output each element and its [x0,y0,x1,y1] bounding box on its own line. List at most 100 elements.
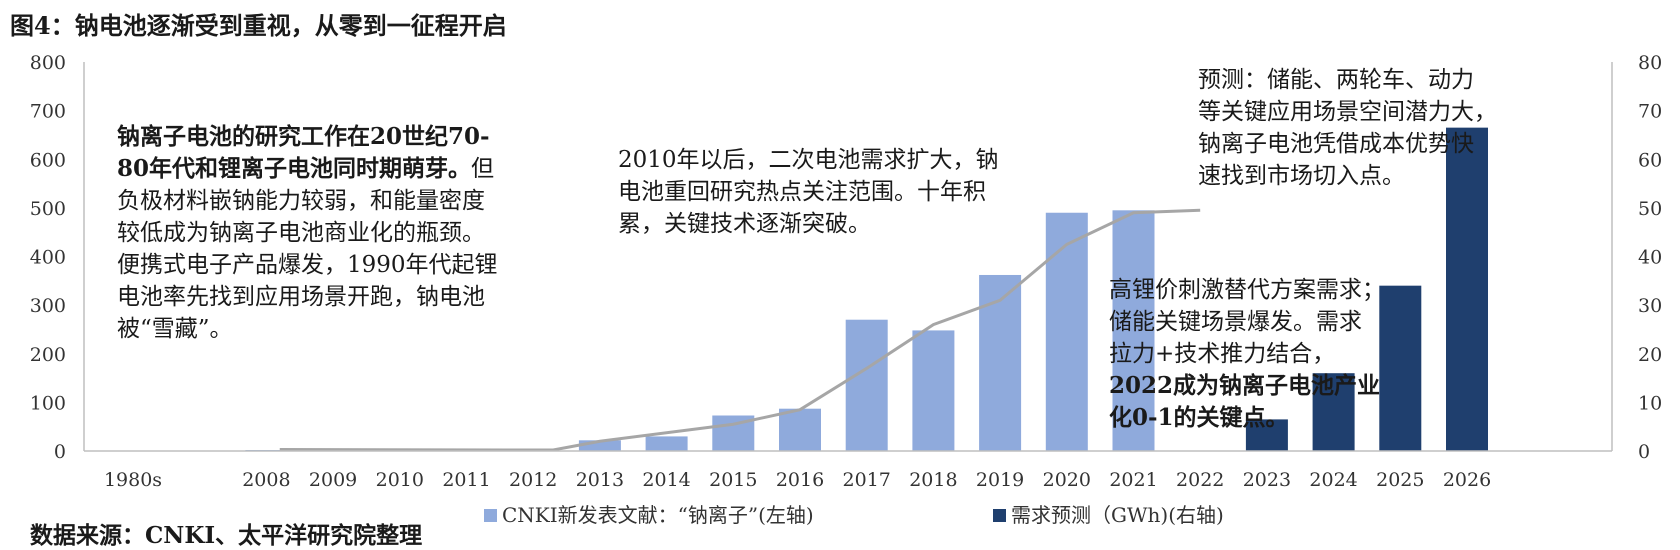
y-right-tick-label: 0 [1638,441,1650,463]
annotation-line: 等关键应用场景空间潜力大， [1198,96,1497,128]
annotation-text: 拉力+技术推力结合， [1109,341,1336,367]
bar-literature [845,319,888,451]
legend-swatch-forecast [993,509,1006,522]
annotation-text: 2022成为钠离子电池产业 [1109,372,1381,399]
x-tick-label: 2010 [376,469,424,491]
y-left-tick-label: 500 [30,198,66,220]
annotation-line: 2022成为钠离子电池产业 [1109,370,1385,402]
annotation-line: 高锂价刺激替代方案需求； [1109,274,1385,306]
x-tick-label: 2017 [843,469,891,491]
x-tick-label: 2020 [1043,469,1091,491]
x-tick-label: 2011 [442,469,490,491]
bar-literature [912,330,955,451]
y-right-tick-label: 30 [1638,295,1662,317]
annotation-line: 速找到市场切入点。 [1198,160,1497,192]
annotation-text: 钠离子电池凭借成本优势快 [1198,131,1474,157]
legend-label-literature: CNKI新发表文献：“钠离子”(左轴) [502,503,814,527]
annotation-line: 便携式电子产品爆发，1990年代起锂 [117,249,498,281]
x-tick-label: 2024 [1309,469,1357,491]
x-tick-label-highlight: 2022 [1176,469,1224,491]
bar-literature [1045,212,1088,451]
bar-literature [1112,210,1155,451]
trend-line [279,208,1201,452]
annotation-text: 速找到市场切入点。 [1198,163,1405,189]
annotation-line: 储能关键场景爆发。需求 [1109,306,1385,338]
literature-bars [245,210,1155,451]
x-tick-label: 2015 [709,469,757,491]
y-left-tick-label: 0 [54,441,66,463]
annotation-revival: 2010年以后，二次电池需求扩大，钠 电池重回研究热点关注范围。十年积 累，关键技术… [618,144,999,240]
annotation-line: 负极材料嵌钠能力较弱，和能量密度 [117,185,498,217]
bar-forecast [1446,127,1488,452]
annotation-line: 累，关键技术逐渐突破。 [618,208,999,240]
annotation-line: 电池率先找到应用场景开跑，钠电池 [117,281,498,313]
y-left-tick-label: 200 [30,344,66,366]
x-tick-label: 2014 [642,469,690,491]
annotation-line: 拉力+技术推力结合， [1109,338,1385,370]
bar-forecast [1245,419,1288,451]
y-right-tick-label: 10 [1638,392,1662,414]
y-left-ticks: 0 100 200 300 400 500 600 700 800 [30,52,66,463]
annotation-text: 2010年以后，二次电池需求扩大，钠 [618,147,999,173]
legend: CNKI新发表文献：“钠离子”(左轴) 需求预测（GWh)(右轴) [484,503,1224,527]
x-tick-label: 2008 [242,469,290,491]
annotation-text: 预测：储能、两轮车、动力 [1198,67,1474,93]
y-left-tick-label: 700 [30,101,66,123]
annotation-line: 化0-1的关键点。 [1109,402,1385,434]
x-tick-label: 2013 [576,469,624,491]
x-tick-label: 2009 [309,469,357,491]
x-tick-label: 2021 [1109,469,1157,491]
annotation-text: 负极材料嵌钠能力较弱，和能量密度 [117,188,485,214]
annotation-text: 高锂价刺激替代方案需求； [1109,277,1385,303]
annotation-text: 电池率先找到应用场景开跑，钠电池 [117,284,485,310]
y-left-tick-label: 800 [30,52,66,74]
x-tick-label: 2019 [976,469,1024,491]
y-right-tick-label: 60 [1638,149,1662,171]
page-title: 图4：钠电池逐渐受到重视，从零到一征程开启 [10,11,507,40]
x-tick-label: 2016 [776,469,824,491]
annotation-line: 钠离子电池的研究工作在20世纪70- [117,121,498,153]
annotation-text: 电池重回研究热点关注范围。十年积 [618,179,986,205]
annotation-line: 钠离子电池凭借成本优势快 [1198,128,1497,160]
y-left-tick-label: 400 [30,247,66,269]
y-left-tick-label: 600 [30,149,66,171]
y-left-tick-label: 100 [30,392,66,414]
annotation-line: 预测：储能、两轮车、动力 [1198,64,1497,96]
annotation-drivers: 高锂价刺激替代方案需求； 储能关键场景爆发。需求 拉力+技术推力结合， 2022成为钠… [1109,274,1385,434]
x-tick-label: 1980s [104,469,162,491]
annotation-line: 被“雪藏”。 [117,313,498,345]
forecast-bars [1245,127,1488,452]
x-tick-label: 2023 [1243,469,1291,491]
source-note: 数据来源：CNKI、太平洋研究院整理 [30,522,423,549]
x-tick-label: 2018 [909,469,957,491]
y-right-tick-label: 70 [1638,101,1662,123]
annotation-text: 但 [471,156,495,182]
annotation-forecast: 预测：储能、两轮车、动力等关键应用场景空间潜力大， 钠离子电池凭借成本优势快 速找到… [1198,64,1497,192]
y-left-tick-label: 300 [30,295,66,317]
annotation-text: 便携式电子产品爆发，1990年代起锂 [117,252,498,278]
x-tick-labels: 1980s 2008 2009 2010 2011 2012 2013 2014 2015 201… [104,469,1491,491]
annotation-text: 80年代和锂离子电池同时期萌芽。 [117,155,472,182]
y-right-tick-label: 20 [1638,344,1662,366]
annotation-text: 累，关键技术逐渐突破。 [618,211,871,237]
x-tick-label: 2012 [509,469,557,491]
annotation-line: 电池重回研究热点关注范围。十年积 [618,176,999,208]
bar-literature [578,440,621,451]
bar-forecast [1312,373,1355,451]
annotation-history: 钠离子电池的研究工作在20世纪70- 80年代和锂离子电池同时期萌芽。但负极材料嵌… [117,121,498,345]
x-tick-label: 2026 [1443,469,1491,491]
annotation-line: 2010年以后，二次电池需求扩大，钠 [618,144,999,176]
y-right-tick-label: 80 [1638,52,1662,74]
annotation-line: 80年代和锂离子电池同时期萌芽。但 [117,153,498,185]
bar-forecast [1379,285,1422,451]
annotation-text: 储能关键场景爆发。需求 [1109,309,1362,335]
annotation-text: 较低成为钠离子电池商业化的瓶颈。 [117,220,485,246]
bar-literature [645,436,688,451]
x-tick-label: 2025 [1376,469,1424,491]
y-right-ticks: 0 10 20 30 40 50 60 70 80 [1638,52,1662,463]
annotation-text: 化0-1的关键点。 [1109,404,1289,431]
annotation-line: 较低成为钠离子电池商业化的瓶颈。 [117,217,498,249]
legend-swatch-literature [484,509,497,522]
y-right-tick-label: 40 [1638,247,1662,269]
